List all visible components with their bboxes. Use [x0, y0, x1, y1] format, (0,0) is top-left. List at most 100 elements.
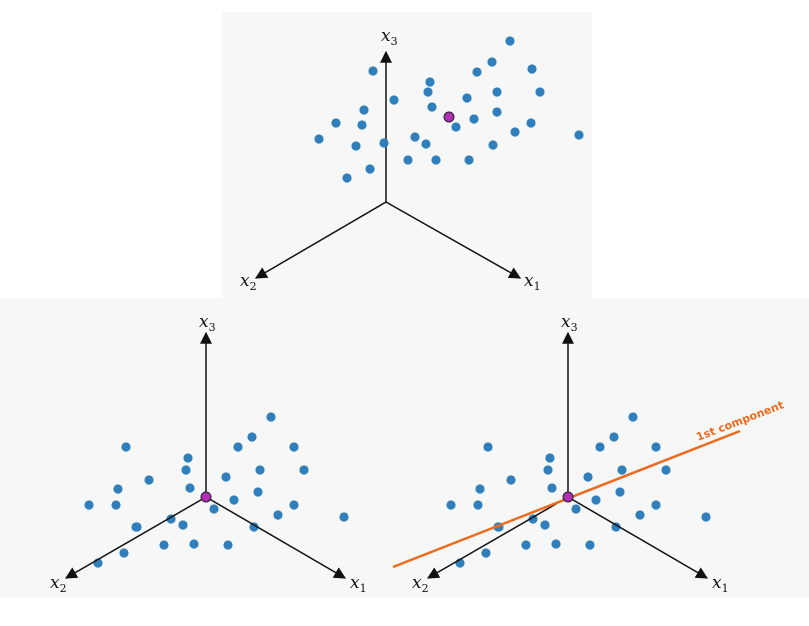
data-point	[119, 548, 129, 558]
data-point	[289, 442, 299, 452]
x1-axis	[205, 496, 347, 579]
x2-axis	[426, 496, 569, 579]
data-point	[253, 487, 263, 497]
data-point	[189, 539, 199, 549]
data-point	[483, 442, 493, 452]
data-point	[487, 57, 497, 67]
data-point	[181, 465, 191, 475]
data-point	[368, 66, 378, 76]
bottom-left-coordinate-system: x3 x1 x2	[50, 312, 367, 595]
mean-point	[562, 491, 574, 503]
data-point	[617, 465, 627, 475]
data-point	[178, 520, 188, 530]
data-point	[247, 432, 257, 442]
data-point	[551, 539, 561, 549]
data-point	[492, 87, 502, 97]
data-point	[359, 105, 369, 115]
data-point	[526, 118, 536, 128]
data-point	[185, 483, 195, 493]
x1-axis-label: x1	[524, 271, 541, 293]
data-point	[427, 102, 437, 112]
data-point	[342, 173, 352, 183]
data-point	[469, 114, 479, 124]
top-coordinate-system: x3 x1 x2	[240, 26, 584, 293]
data-point	[389, 95, 399, 105]
data-point	[545, 453, 555, 463]
data-point	[571, 504, 581, 514]
x1-axis-label: x1	[712, 573, 729, 595]
data-point	[289, 500, 299, 510]
data-point	[475, 484, 485, 494]
data-point	[249, 522, 259, 532]
data-point	[595, 442, 605, 452]
data-point	[365, 164, 375, 174]
data-point	[651, 500, 661, 510]
first-component-label: 1st component	[694, 398, 785, 443]
data-point	[229, 495, 239, 505]
data-point	[113, 484, 123, 494]
data-point	[505, 36, 515, 46]
data-point	[611, 522, 621, 532]
data-point	[425, 77, 435, 87]
data-point	[183, 453, 193, 463]
x2-axis-label: x2	[240, 271, 257, 293]
data-point	[379, 138, 389, 148]
data-point	[255, 465, 265, 475]
data-point	[233, 442, 243, 452]
data-point	[615, 487, 625, 497]
panel-centered-data	[0, 298, 405, 598]
data-point	[661, 465, 671, 475]
data-point	[510, 127, 520, 137]
data-point	[403, 155, 413, 165]
data-point	[535, 87, 545, 97]
data-point	[132, 522, 142, 532]
data-point	[221, 472, 231, 482]
data-point	[585, 540, 595, 550]
data-point	[423, 87, 433, 97]
data-point	[410, 132, 420, 142]
data-point	[111, 500, 121, 510]
data-point	[266, 412, 276, 422]
x1-axis	[385, 201, 522, 279]
data-point	[547, 483, 557, 493]
data-point	[609, 432, 619, 442]
data-point	[431, 155, 441, 165]
data-point	[331, 118, 341, 128]
data-point	[357, 120, 367, 130]
data-point	[574, 130, 584, 140]
data-point	[121, 442, 131, 452]
data-point	[492, 107, 502, 117]
data-point	[339, 512, 349, 522]
data-point	[481, 548, 491, 558]
data-point	[473, 500, 483, 510]
data-point	[299, 465, 309, 475]
x3-axis-label: x3	[381, 26, 398, 48]
x3-axis-label: x3	[561, 312, 578, 334]
data-point	[701, 512, 711, 522]
data-point	[651, 442, 661, 452]
mean-point	[200, 491, 212, 503]
data-point	[527, 64, 537, 74]
bottom-right-coordinate-system: 1st component x3 x1 x2	[392, 312, 786, 595]
data-point	[421, 139, 431, 149]
data-point	[591, 495, 601, 505]
x2-axis-label: x2	[50, 573, 67, 595]
x3-axis-label: x3	[199, 312, 216, 334]
data-point	[506, 475, 516, 485]
data-point	[583, 472, 593, 482]
x2-axis-label: x2	[412, 573, 429, 595]
data-point	[223, 540, 233, 550]
data-point	[543, 465, 553, 475]
data-point	[521, 540, 531, 550]
data-point	[472, 67, 482, 77]
data-point	[451, 122, 461, 132]
data-point	[464, 155, 474, 165]
x2-axis	[254, 201, 387, 279]
data-point	[540, 520, 550, 530]
data-point	[159, 540, 169, 550]
x2-axis	[64, 496, 207, 579]
panel-first-component	[405, 298, 809, 598]
data-point	[209, 504, 219, 514]
data-point	[84, 500, 94, 510]
